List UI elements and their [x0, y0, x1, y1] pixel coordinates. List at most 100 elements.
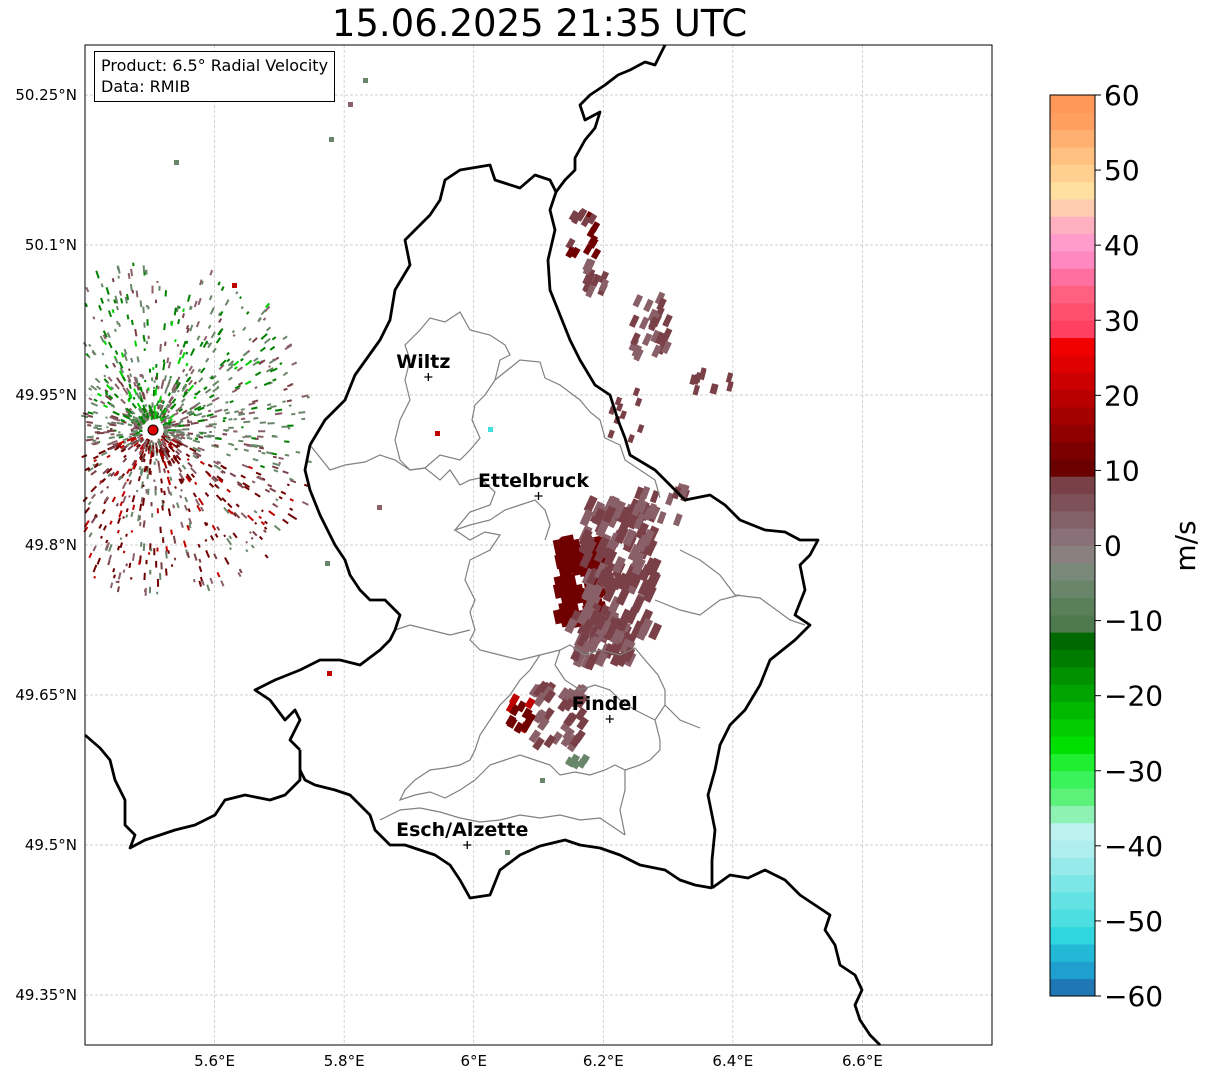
echo-gate — [182, 540, 187, 548]
echo-gate — [289, 479, 297, 484]
echo-gate — [268, 510, 276, 517]
echo-gate — [187, 376, 192, 382]
echo-gate — [251, 480, 256, 484]
echo-gate — [126, 478, 130, 482]
echo-gate — [92, 455, 99, 460]
echo-gate — [120, 398, 126, 405]
echo-gate — [198, 558, 202, 563]
colorbar-segment — [1050, 216, 1095, 235]
lon-tick-label: 5.6°E — [194, 1052, 235, 1070]
echo-gate — [203, 335, 208, 341]
echo-gate — [134, 328, 138, 337]
echo-gate — [217, 312, 222, 317]
echo-gate — [105, 286, 110, 295]
echo-gate — [145, 389, 149, 394]
echo-gate — [248, 402, 256, 406]
city-label: Findel — [572, 693, 638, 715]
echo-gate — [185, 340, 189, 345]
echo-gate — [132, 462, 137, 470]
echo-gate — [132, 504, 136, 511]
echo-gate — [86, 421, 93, 424]
echo-gate — [195, 321, 200, 328]
echo-gate — [228, 418, 233, 421]
echo-gate — [197, 419, 205, 423]
echo-gate — [140, 455, 145, 463]
echo-gate — [175, 305, 180, 313]
echo-gate — [119, 381, 125, 388]
echo-gate — [253, 509, 258, 514]
echo-gate — [113, 393, 119, 399]
echo-gate — [278, 461, 281, 465]
colorbar-segment — [1050, 840, 1095, 858]
echo-gate — [557, 687, 571, 701]
echo-gate — [272, 462, 281, 467]
echo-gate — [82, 412, 89, 416]
echo-gate — [637, 500, 648, 514]
lat-tick-label: 49.8°N — [25, 536, 77, 554]
echo-gate — [120, 418, 125, 423]
echo-gate — [209, 394, 215, 399]
echo-gate — [96, 557, 101, 565]
echo-gate — [258, 515, 263, 520]
echo-gate — [172, 386, 177, 392]
echo-gate — [199, 506, 205, 512]
echo-gate — [160, 451, 165, 460]
echo-gate — [116, 442, 123, 447]
echo-gate — [258, 535, 264, 541]
echo-gate — [240, 417, 246, 421]
echo-gate — [266, 367, 274, 373]
echo-gate — [213, 443, 219, 447]
echo-gate — [233, 511, 241, 519]
echo-gate — [559, 589, 575, 606]
colorbar-segment — [1050, 684, 1095, 702]
echo-gate — [132, 553, 136, 561]
echo-gate — [228, 547, 232, 551]
lon-tick-label: 5.8°E — [324, 1052, 365, 1070]
echo-gate — [131, 459, 137, 466]
echo-gate — [130, 319, 134, 326]
echo-gate — [190, 421, 199, 425]
echo-gate — [216, 475, 224, 482]
echo-gate — [125, 508, 129, 513]
echo-gate — [163, 430, 169, 434]
echo-gate — [234, 384, 241, 390]
echo-gate — [583, 280, 595, 294]
echo-gate — [185, 324, 190, 330]
echo-gate — [186, 420, 193, 424]
echo-gate — [631, 344, 643, 358]
echo-gate — [117, 517, 121, 524]
echo-gate — [212, 380, 220, 387]
echo-gate — [241, 463, 249, 469]
echo-gate — [593, 545, 608, 563]
echo-gate — [223, 408, 229, 412]
echo-gate — [178, 478, 183, 485]
echo-gate — [140, 496, 144, 503]
echo-gate — [88, 552, 93, 559]
colorbar-segment — [1050, 164, 1095, 183]
echo-gate — [128, 479, 133, 485]
echo-gate — [167, 361, 172, 369]
echo-gate — [205, 550, 211, 558]
echo-gate — [219, 310, 224, 317]
echo-gate — [119, 367, 125, 374]
echo-gate — [263, 381, 271, 386]
echo-gate — [263, 337, 271, 345]
echo-gate — [114, 350, 119, 355]
echo-gate — [239, 357, 244, 362]
echo-gate — [186, 327, 190, 334]
echo-gate — [179, 495, 183, 499]
echo-gate — [633, 516, 644, 530]
echo-gate — [672, 513, 683, 527]
echo-gate — [107, 341, 113, 349]
echo-gate — [576, 631, 590, 648]
echo-gate — [159, 343, 162, 352]
echo-gate — [642, 585, 657, 603]
echo-gate — [168, 431, 175, 435]
echo-gate — [301, 501, 309, 506]
echo-gate — [94, 462, 100, 467]
echo-gate — [611, 555, 626, 574]
echo-gate — [638, 316, 650, 330]
echo-gate — [139, 503, 143, 512]
echo-gate — [112, 442, 119, 447]
colorbar-segment — [1050, 493, 1095, 512]
